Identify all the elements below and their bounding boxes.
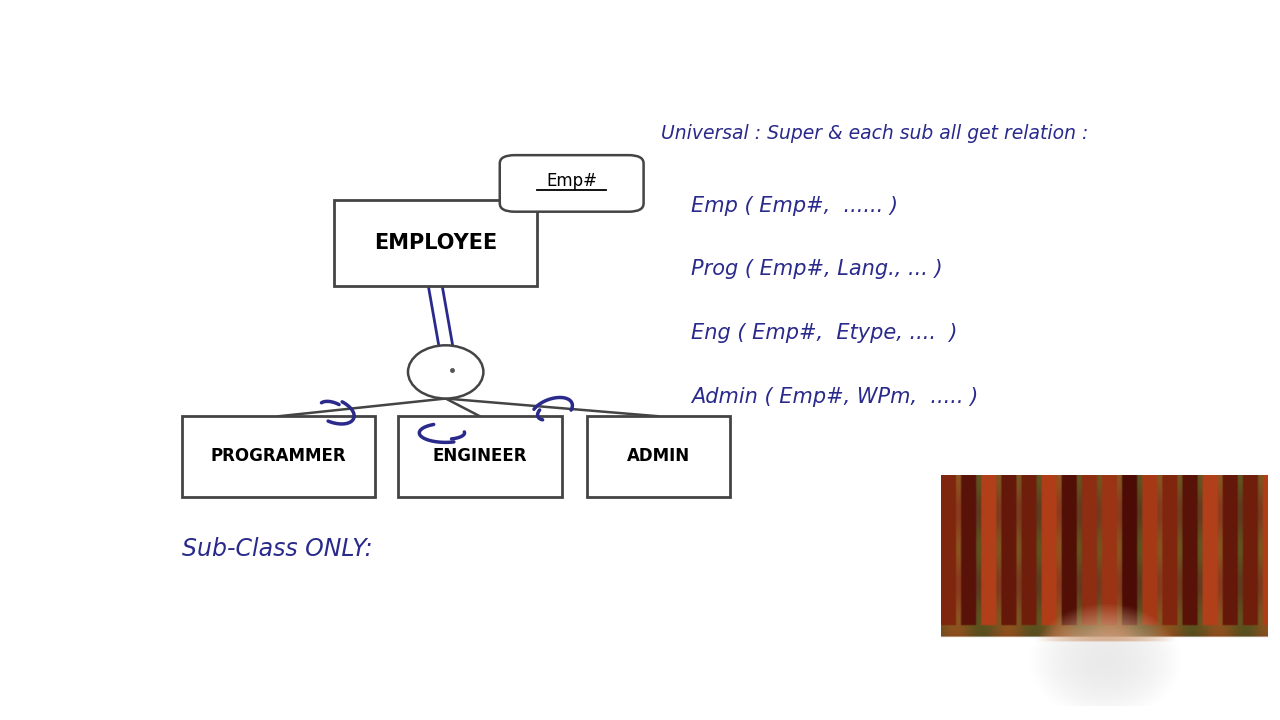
Text: Sub-Class ONLY:: Sub-Class ONLY: bbox=[182, 537, 372, 562]
Ellipse shape bbox=[408, 346, 484, 399]
Text: EMPLOYEE: EMPLOYEE bbox=[374, 233, 497, 253]
Text: Emp#: Emp# bbox=[547, 171, 598, 189]
Text: Prog ( Emp#, Lang., ... ): Prog ( Emp#, Lang., ... ) bbox=[691, 259, 942, 279]
Text: ADMIN: ADMIN bbox=[627, 447, 690, 465]
FancyBboxPatch shape bbox=[398, 416, 562, 497]
Text: Universal : Super & each sub all get relation :: Universal : Super & each sub all get rel… bbox=[660, 124, 1088, 143]
FancyBboxPatch shape bbox=[586, 416, 731, 497]
Text: ENGINEER: ENGINEER bbox=[433, 447, 527, 465]
FancyBboxPatch shape bbox=[334, 200, 538, 286]
Text: Emp ( Emp#,  ...... ): Emp ( Emp#, ...... ) bbox=[691, 196, 897, 215]
FancyBboxPatch shape bbox=[182, 416, 375, 497]
Text: PROGRAMMER: PROGRAMMER bbox=[211, 447, 347, 465]
FancyBboxPatch shape bbox=[499, 155, 644, 212]
Text: Admin ( Emp#, WPm,  ..... ): Admin ( Emp#, WPm, ..... ) bbox=[691, 387, 978, 407]
Text: Eng ( Emp#,  Etype, ....  ): Eng ( Emp#, Etype, .... ) bbox=[691, 323, 957, 343]
